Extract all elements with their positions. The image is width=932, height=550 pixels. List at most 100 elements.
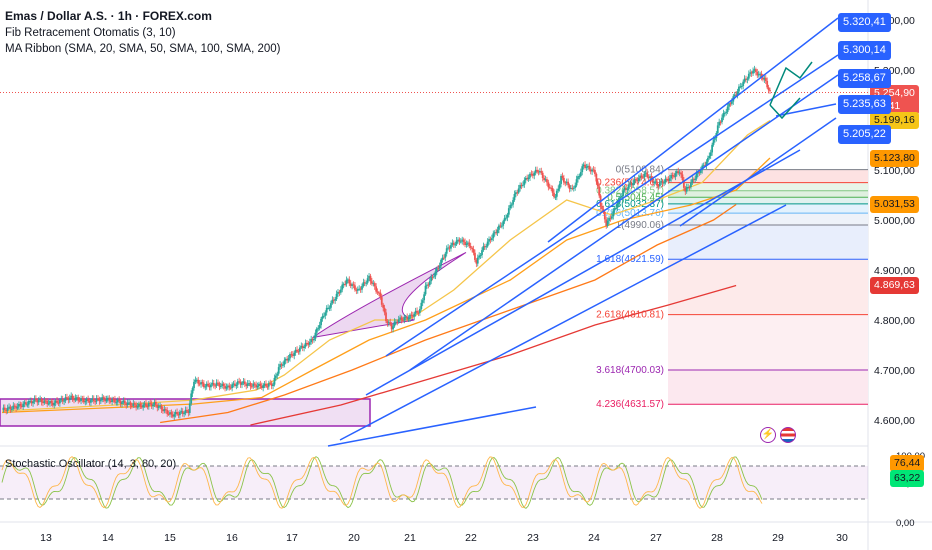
candle-body (142, 404, 145, 408)
candle-body (407, 318, 410, 320)
candle-body (502, 221, 505, 226)
candle-body (310, 338, 313, 343)
candle-body (51, 402, 54, 406)
target-price-label[interactable]: 5.258,67 (838, 69, 891, 88)
candle-body (331, 299, 334, 304)
target-price-label[interactable]: 5.300,14 (838, 41, 891, 60)
candle-body (605, 219, 608, 226)
candle-body (269, 383, 272, 385)
candle-body (380, 297, 383, 305)
candle-body (284, 358, 287, 361)
candle-body (176, 412, 178, 415)
candle-body (375, 286, 378, 292)
candle-body (387, 322, 390, 324)
candle-body (20, 405, 23, 407)
candle-body (224, 385, 226, 389)
candle-body (743, 78, 746, 82)
candle-body (3, 407, 6, 410)
candle-body (242, 381, 245, 384)
candle-body (303, 346, 306, 349)
candle-body (725, 111, 728, 113)
candle-body (139, 403, 142, 406)
target-price-label[interactable]: 5.205,22 (838, 125, 891, 144)
candle-body (163, 409, 166, 412)
ma-ribbon-legend[interactable]: MA Ribbon (SMA, 20, SMA, 50, SMA, 100, S… (5, 43, 281, 55)
candle-body (210, 384, 212, 388)
candle-body (60, 398, 63, 400)
candle-body (671, 175, 674, 177)
candle-body (416, 310, 418, 313)
candle-body (746, 78, 749, 80)
candle-body (304, 342, 307, 347)
ma-price-badge: 5.031,53 (870, 196, 919, 214)
candle-body (766, 80, 769, 88)
candle-body (5, 409, 8, 411)
candle-body (212, 382, 215, 386)
candle-body (258, 383, 260, 386)
candle-body (503, 218, 506, 222)
time-tick-label: 24 (588, 532, 600, 544)
candle-body (430, 276, 433, 282)
candle-body (157, 406, 160, 408)
candle-body (418, 308, 421, 313)
candle-body (91, 398, 94, 400)
price-tick-label: 4.900,00 (874, 265, 915, 277)
lightning-icon[interactable]: ⚡ (760, 427, 776, 443)
candle-body (354, 285, 356, 290)
stochastic-legend[interactable]: Stochastic Oscillator (14, 3, 80, 20) (5, 458, 177, 470)
candle-body (119, 401, 122, 404)
candle-body (238, 381, 241, 383)
target-price-label[interactable]: 5.235,63 (838, 95, 891, 114)
candle-body (639, 175, 642, 179)
fib-zone (668, 182, 868, 191)
candle-body (668, 178, 671, 181)
candle-body (361, 286, 363, 290)
candle-body (159, 405, 162, 407)
candle-body (485, 246, 488, 248)
time-tick-label: 22 (465, 532, 477, 544)
candle-body (572, 187, 575, 189)
candle-body (265, 383, 267, 387)
candle-body (349, 283, 352, 286)
candle-body (6, 407, 9, 411)
candle-body (414, 310, 417, 314)
candle-body (615, 207, 618, 209)
candle-body (366, 278, 369, 283)
candle-body (317, 328, 320, 330)
candle-body (722, 113, 725, 118)
candle-body (320, 318, 322, 326)
candle-body (282, 364, 284, 366)
candle-body (256, 385, 259, 388)
time-tick-label: 20 (348, 532, 360, 544)
target-price-label[interactable]: 5.320,41 (838, 13, 891, 32)
candle-body (267, 383, 270, 387)
candle-body (510, 204, 513, 206)
candle-body (108, 397, 111, 401)
candle-body (160, 405, 163, 410)
candle-body (537, 171, 540, 173)
candle-body (438, 265, 441, 269)
candle-body (517, 188, 520, 193)
candle-body (126, 402, 129, 406)
candle-body (235, 384, 238, 386)
candle-body (330, 303, 332, 308)
candle-body (188, 403, 191, 413)
candle-body (236, 381, 239, 385)
candle-body (410, 314, 413, 316)
candle-body (752, 70, 754, 74)
fib-indicator-legend[interactable]: Fib Retracement Otomatis (3, 10) (5, 27, 176, 39)
candle-body (685, 187, 688, 192)
candle-body (738, 86, 740, 92)
candle-body (61, 398, 64, 402)
candle-body (747, 73, 750, 79)
candle-body (413, 313, 416, 317)
candle-body (625, 187, 627, 190)
candle-body (143, 403, 146, 405)
candle-body (762, 77, 764, 80)
candle-body (393, 321, 396, 327)
candle-body (218, 383, 221, 387)
us-flag-icon[interactable] (780, 427, 796, 443)
candle-body (691, 179, 694, 183)
candle-body (297, 351, 300, 353)
